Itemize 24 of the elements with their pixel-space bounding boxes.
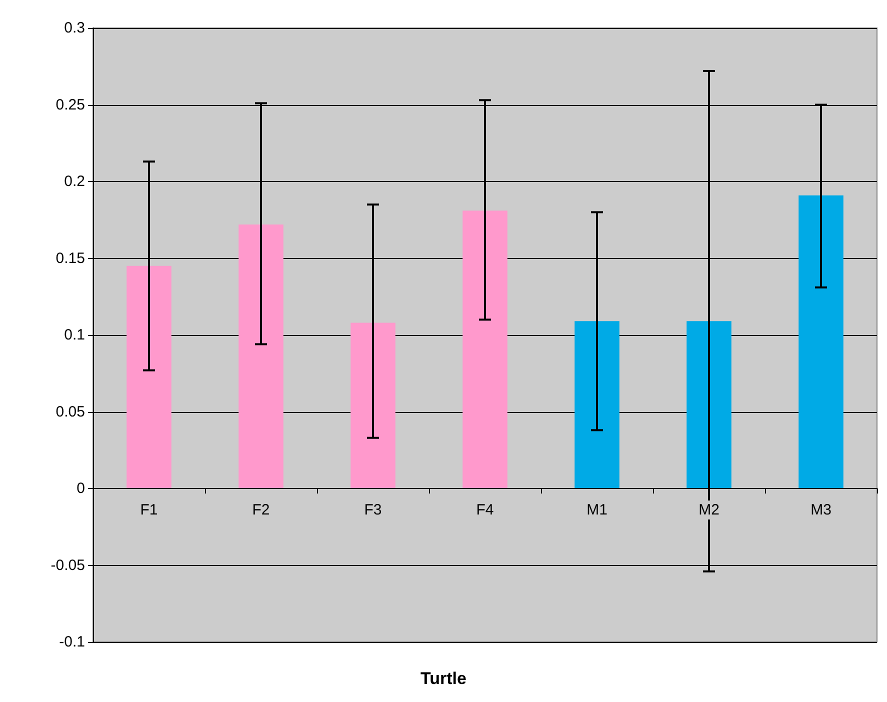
x-tick-label: F1 [140, 502, 158, 518]
x-axis-title: Turtle [420, 669, 466, 688]
y-tick-label: 0.05 [56, 403, 85, 420]
y-tick-label: -0.05 [50, 556, 85, 574]
x-tick-label: M1 [586, 502, 608, 518]
bar [350, 322, 396, 488]
x-tick-label: M2 [698, 502, 720, 518]
bar [574, 321, 620, 488]
y-tick-label: 0.15 [56, 250, 85, 267]
y-tick-label: 0.1 [64, 326, 85, 344]
bar [462, 210, 508, 488]
y-tick-label: -0.1 [59, 634, 85, 650]
x-tick-label: F3 [364, 502, 382, 518]
y-tick-label: 0.25 [56, 96, 85, 114]
x-tick-label: M3 [810, 502, 832, 518]
bar [686, 321, 732, 488]
x-tick-label: F4 [476, 502, 494, 518]
y-tick-label: 0 [76, 480, 85, 497]
bar [798, 195, 844, 488]
y-tick-label: 0.3 [64, 20, 85, 36]
x-tick-label: F2 [252, 502, 270, 518]
bar [126, 266, 172, 488]
y-tick-label: 0.2 [64, 173, 85, 190]
bar [238, 224, 284, 488]
